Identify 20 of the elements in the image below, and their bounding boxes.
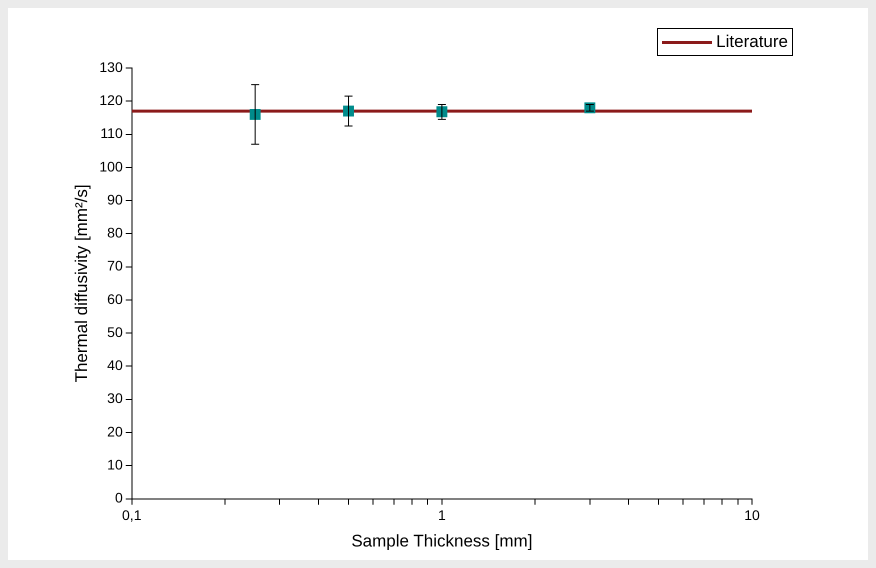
y-tick-label: 130 (99, 58, 123, 75)
y-tick-label: 80 (107, 224, 123, 241)
y-tick-label: 10 (107, 456, 123, 473)
y-tick-label: 90 (107, 191, 123, 208)
y-tick-label: 0 (114, 490, 123, 506)
x-tick-label: 1 (438, 507, 446, 524)
y-tick-label: 70 (107, 258, 123, 274)
y-axis-title: Thermal diffusivity [mm²/s] (72, 184, 91, 382)
x-tick-label: 0,1 (122, 507, 142, 524)
y-tick-label: 40 (107, 357, 123, 374)
y-tick-label: 20 (107, 423, 123, 440)
y-tick-label: 60 (107, 290, 123, 307)
y-tick-label: 110 (100, 125, 123, 142)
y-tick-label: 50 (107, 324, 123, 340)
y-tick-label: 120 (99, 92, 123, 108)
legend-label: Literature (716, 32, 788, 52)
y-tick-label: 30 (107, 390, 123, 406)
x-axis-title: Sample Thickness [mm] (351, 531, 532, 550)
x-tick-label: 10 (744, 507, 760, 524)
y-tick-label: 100 (99, 158, 123, 174)
